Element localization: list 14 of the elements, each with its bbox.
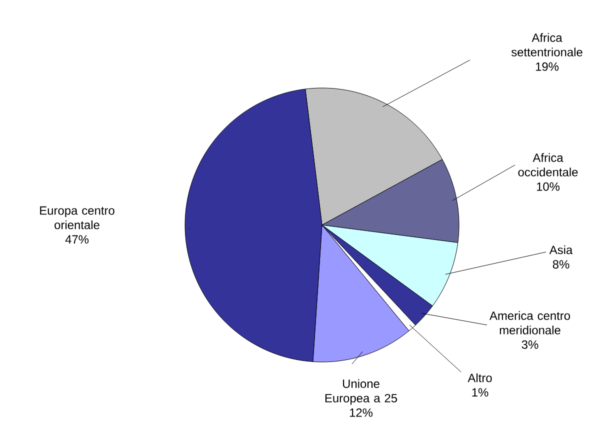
slice-label: Unione Europea a 25	[325, 379, 398, 405]
slice-label: Asia	[549, 245, 573, 254]
data-label: 1%	[472, 388, 488, 397]
data-label: 8%	[552, 260, 570, 269]
data-label: 3%	[522, 340, 538, 349]
data-label: 47%	[65, 235, 89, 244]
slice-label: Africa occidentale	[518, 153, 578, 176]
slice-label: America centro meridionale	[489, 311, 570, 334]
data-label: 12%	[350, 408, 373, 417]
slice-label: Europa centro orientale	[40, 206, 114, 230]
data-label: 19%	[536, 62, 559, 71]
data-label: 10%	[536, 182, 560, 191]
slice-label: Altro	[468, 373, 492, 382]
slice-label: Africa settentrionale	[511, 33, 582, 56]
